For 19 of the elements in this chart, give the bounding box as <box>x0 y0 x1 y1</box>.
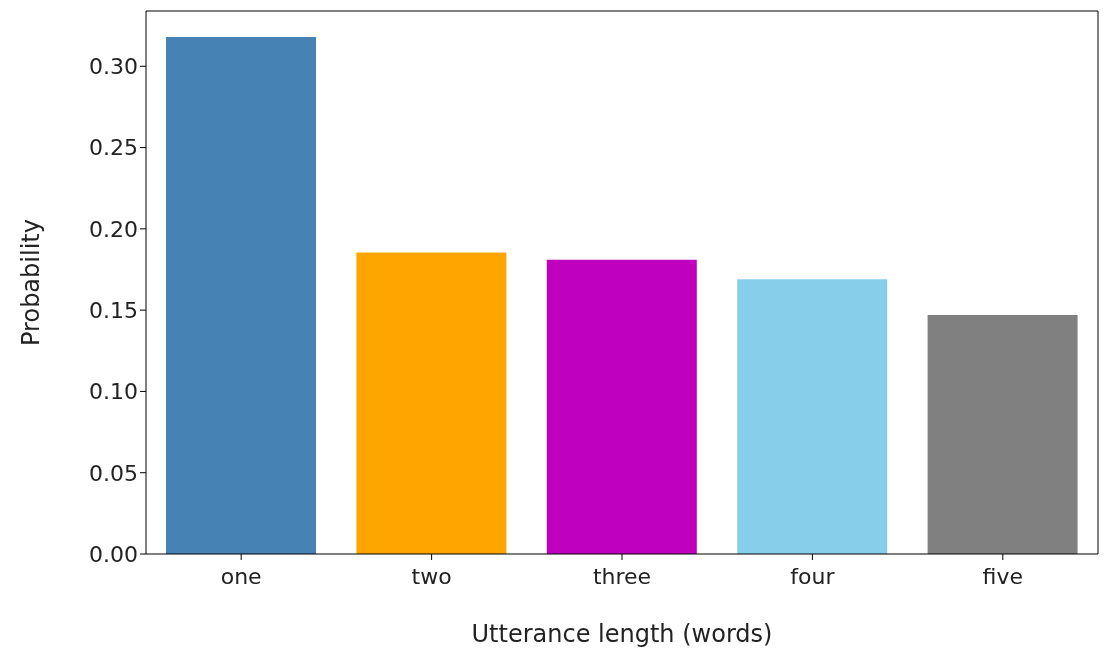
bar <box>927 315 1078 554</box>
x-tick-label: two <box>411 563 452 589</box>
y-axis-title: Probability <box>16 219 45 346</box>
y-tick-label: 0.05 <box>89 460 138 486</box>
x-axis-title: Utterance length (words) <box>471 620 773 648</box>
y-tick-label: 0.30 <box>89 54 138 80</box>
bar <box>546 259 697 554</box>
y-tick-label: 0.20 <box>89 216 138 242</box>
x-tick-label: three <box>592 563 652 589</box>
bar <box>737 279 888 554</box>
y-tick-label: 0.15 <box>89 297 138 323</box>
x-tick-label: four <box>790 563 836 589</box>
bar <box>356 252 507 554</box>
bar <box>166 37 316 554</box>
y-tick-label: 0.10 <box>89 379 138 405</box>
y-tick-label: 0.00 <box>89 541 138 567</box>
y-tick-label: 0.25 <box>89 135 138 161</box>
x-tick-label: five <box>982 563 1024 589</box>
x-tick-label: one <box>220 563 262 589</box>
